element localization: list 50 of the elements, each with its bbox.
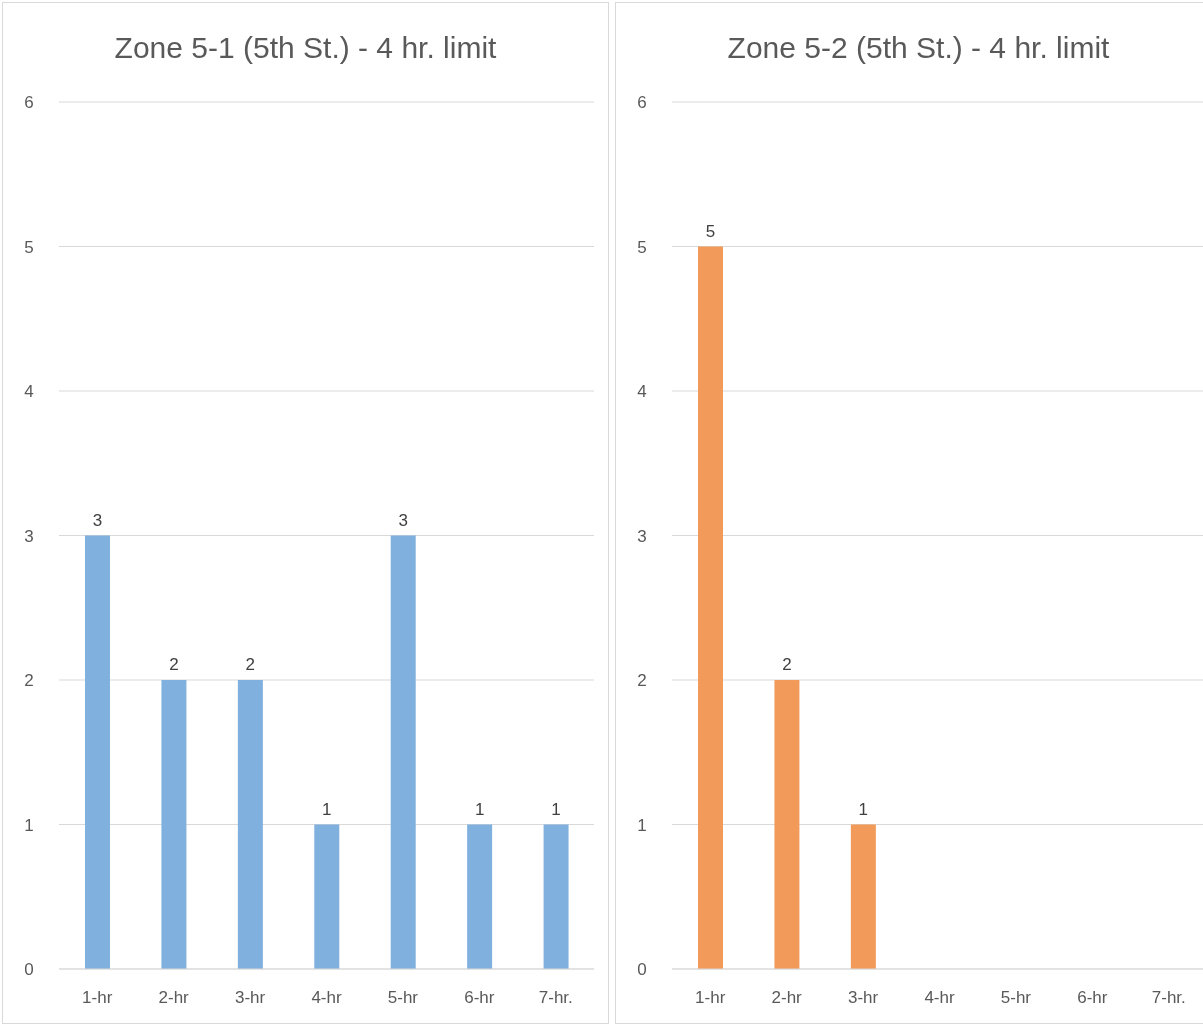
bar — [467, 824, 493, 969]
y-tick-label: 3 — [24, 526, 34, 546]
y-tick-label: 3 — [637, 526, 647, 546]
x-tick-label: 4-hr — [924, 988, 955, 1008]
y-tick-label: 5 — [637, 237, 647, 257]
y-tick-label: 2 — [24, 671, 34, 691]
bar — [314, 824, 340, 969]
y-tick-label: 1 — [637, 815, 647, 835]
bar — [543, 824, 569, 969]
x-tick-label: 1-hr — [695, 988, 726, 1008]
y-tick-label: 4 — [24, 382, 34, 402]
y-tick-label: 6 — [24, 93, 34, 113]
bar — [161, 680, 187, 969]
y-tick-label: 0 — [24, 960, 34, 980]
x-tick-label: 3-hr — [847, 988, 879, 1008]
x-tick-label: 6-hr — [464, 988, 495, 1008]
bar — [85, 535, 110, 969]
data-label: 3 — [92, 510, 103, 530]
data-label: 3 — [398, 510, 408, 530]
bar — [774, 680, 800, 969]
chart-title: Zone 5-1 (5th St.) - 4 hr. limit — [113, 31, 498, 65]
chart-title: Zone 5-2 (5th St.) - 4 hr. limit — [726, 31, 1111, 65]
y-tick-label: 5 — [24, 237, 34, 257]
y-tick-label: 6 — [637, 93, 647, 113]
x-tick-label: 6-hr — [1077, 988, 1108, 1008]
x-tick-label: 7-hr. — [538, 988, 573, 1008]
x-tick-label: 5-hr — [1000, 988, 1032, 1008]
data-label: 2 — [169, 655, 179, 674]
x-tick-label: 4-hr — [311, 988, 342, 1008]
x-tick-label: 2-hr — [158, 988, 190, 1008]
bar — [850, 824, 876, 969]
y-tick-label: 2 — [637, 671, 647, 691]
y-tick-label: 4 — [637, 382, 647, 402]
bar — [237, 680, 263, 969]
data-label: 1 — [474, 799, 485, 819]
bar — [698, 246, 723, 969]
x-tick-label: 3-hr — [234, 988, 266, 1008]
data-label: 1 — [322, 799, 332, 819]
data-label: 2 — [245, 655, 256, 674]
data-label: 5 — [705, 221, 716, 241]
y-tick-label: 1 — [24, 815, 34, 835]
y-tick-label: 0 — [637, 960, 647, 980]
x-tick-label: 2-hr — [771, 988, 803, 1008]
bar — [390, 535, 416, 969]
x-tick-label: 1-hr — [82, 988, 113, 1008]
x-tick-label: 5-hr — [387, 988, 419, 1008]
data-label: 1 — [551, 799, 561, 819]
data-label: 2 — [782, 655, 792, 674]
data-label: 1 — [858, 799, 869, 819]
x-tick-label: 7-hr. — [1151, 988, 1186, 1008]
